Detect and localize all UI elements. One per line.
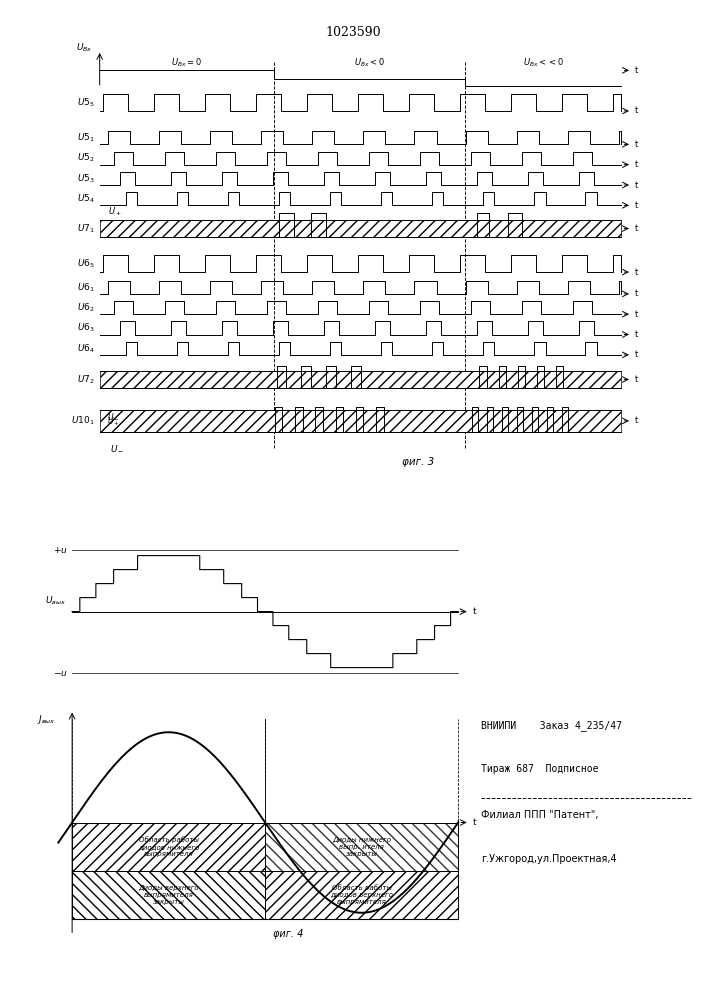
Text: t: t [635, 160, 638, 169]
Text: t: t [635, 140, 638, 149]
Text: $+u$: $+u$ [53, 545, 68, 555]
Text: t: t [635, 375, 638, 384]
Text: Область работы
диодов нижнего
выпрямителя: Область работы диодов нижнего выпрямител… [138, 836, 199, 857]
Bar [265, 822, 458, 871]
Bar [100, 371, 621, 388]
Text: $U6_1$: $U6_1$ [77, 281, 95, 294]
Text: t: t [635, 310, 638, 319]
Text: $U_-$: $U_-$ [110, 443, 124, 453]
Bar [100, 220, 621, 237]
Text: 1023590: 1023590 [326, 26, 381, 39]
Text: t: t [635, 201, 638, 210]
Bar [72, 871, 265, 919]
Text: ВНИИПИ    Заказ 4̲235/47: ВНИИПИ Заказ 4̲235/47 [481, 720, 621, 731]
Text: $U_+$: $U_+$ [108, 205, 122, 218]
Text: t: t [473, 607, 477, 616]
Text: t: t [473, 818, 477, 827]
Text: $U7_2$: $U7_2$ [77, 373, 95, 386]
Text: $U_{вых}$: $U_{вых}$ [45, 595, 66, 607]
Text: Диоды верхнего
выпрямителя
закрыты: Диоды верхнего выпрямителя закрыты [139, 885, 199, 905]
Text: t: t [635, 106, 638, 115]
Text: $U_+$: $U_+$ [107, 416, 119, 428]
Text: $U7_1$: $U7_1$ [77, 222, 95, 235]
Text: Филиал ППП "Патент",: Филиал ППП "Патент", [481, 810, 598, 820]
Text: φиг. 3: φиг. 3 [402, 457, 435, 467]
Bar [265, 871, 458, 919]
Text: г.Ужгород,ул.Проектная,4: г.Ужгород,ул.Проектная,4 [481, 854, 617, 864]
Text: $U5_1$: $U5_1$ [77, 132, 95, 144]
Text: t: t [635, 350, 638, 359]
Text: $U6_4$: $U6_4$ [77, 342, 95, 355]
Text: $U5_2$: $U5_2$ [77, 152, 95, 164]
Bar [100, 410, 621, 432]
Text: t: t [635, 416, 638, 425]
Text: $U_{Bx}<<0$: $U_{Bx}<<0$ [522, 57, 563, 69]
Text: $-u$: $-u$ [53, 669, 68, 678]
Text: $U6_5$: $U6_5$ [77, 257, 95, 270]
Text: $J_{вых}$: $J_{вых}$ [37, 713, 56, 726]
Text: $U_{Bx}<0$: $U_{Bx}<0$ [354, 57, 385, 69]
Text: Диоды нижнего
выпр. ителя
закрыты: Диоды нижнего выпр. ителя закрыты [332, 837, 391, 857]
Text: $U5_3$: $U5_3$ [77, 172, 95, 185]
Text: t: t [635, 66, 638, 75]
Text: $U_{Bx}=0$: $U_{Bx}=0$ [171, 57, 202, 69]
Bar [72, 822, 265, 871]
Text: $U_{Bx}$: $U_{Bx}$ [76, 42, 93, 54]
Text: Тираж 687  Подписное: Тираж 687 Подписное [481, 764, 598, 774]
Text: $U6_2$: $U6_2$ [77, 301, 95, 314]
Text: $U5_4$: $U5_4$ [77, 193, 95, 205]
Text: $U_-$: $U_-$ [107, 411, 119, 421]
Text: t: t [635, 330, 638, 339]
Text: t: t [635, 180, 638, 190]
Text: t: t [635, 289, 638, 298]
Text: t: t [635, 268, 638, 277]
Text: φиг. 4: φиг. 4 [273, 929, 303, 939]
Text: t: t [635, 224, 638, 233]
Text: $U5_5$: $U5_5$ [77, 96, 95, 109]
Text: $U10_1$: $U10_1$ [71, 415, 95, 427]
Text: $U6_3$: $U6_3$ [77, 322, 95, 334]
Text: Область работы
диодов верхнего
выпрямителя: Область работы диодов верхнего выпрямите… [330, 885, 393, 905]
